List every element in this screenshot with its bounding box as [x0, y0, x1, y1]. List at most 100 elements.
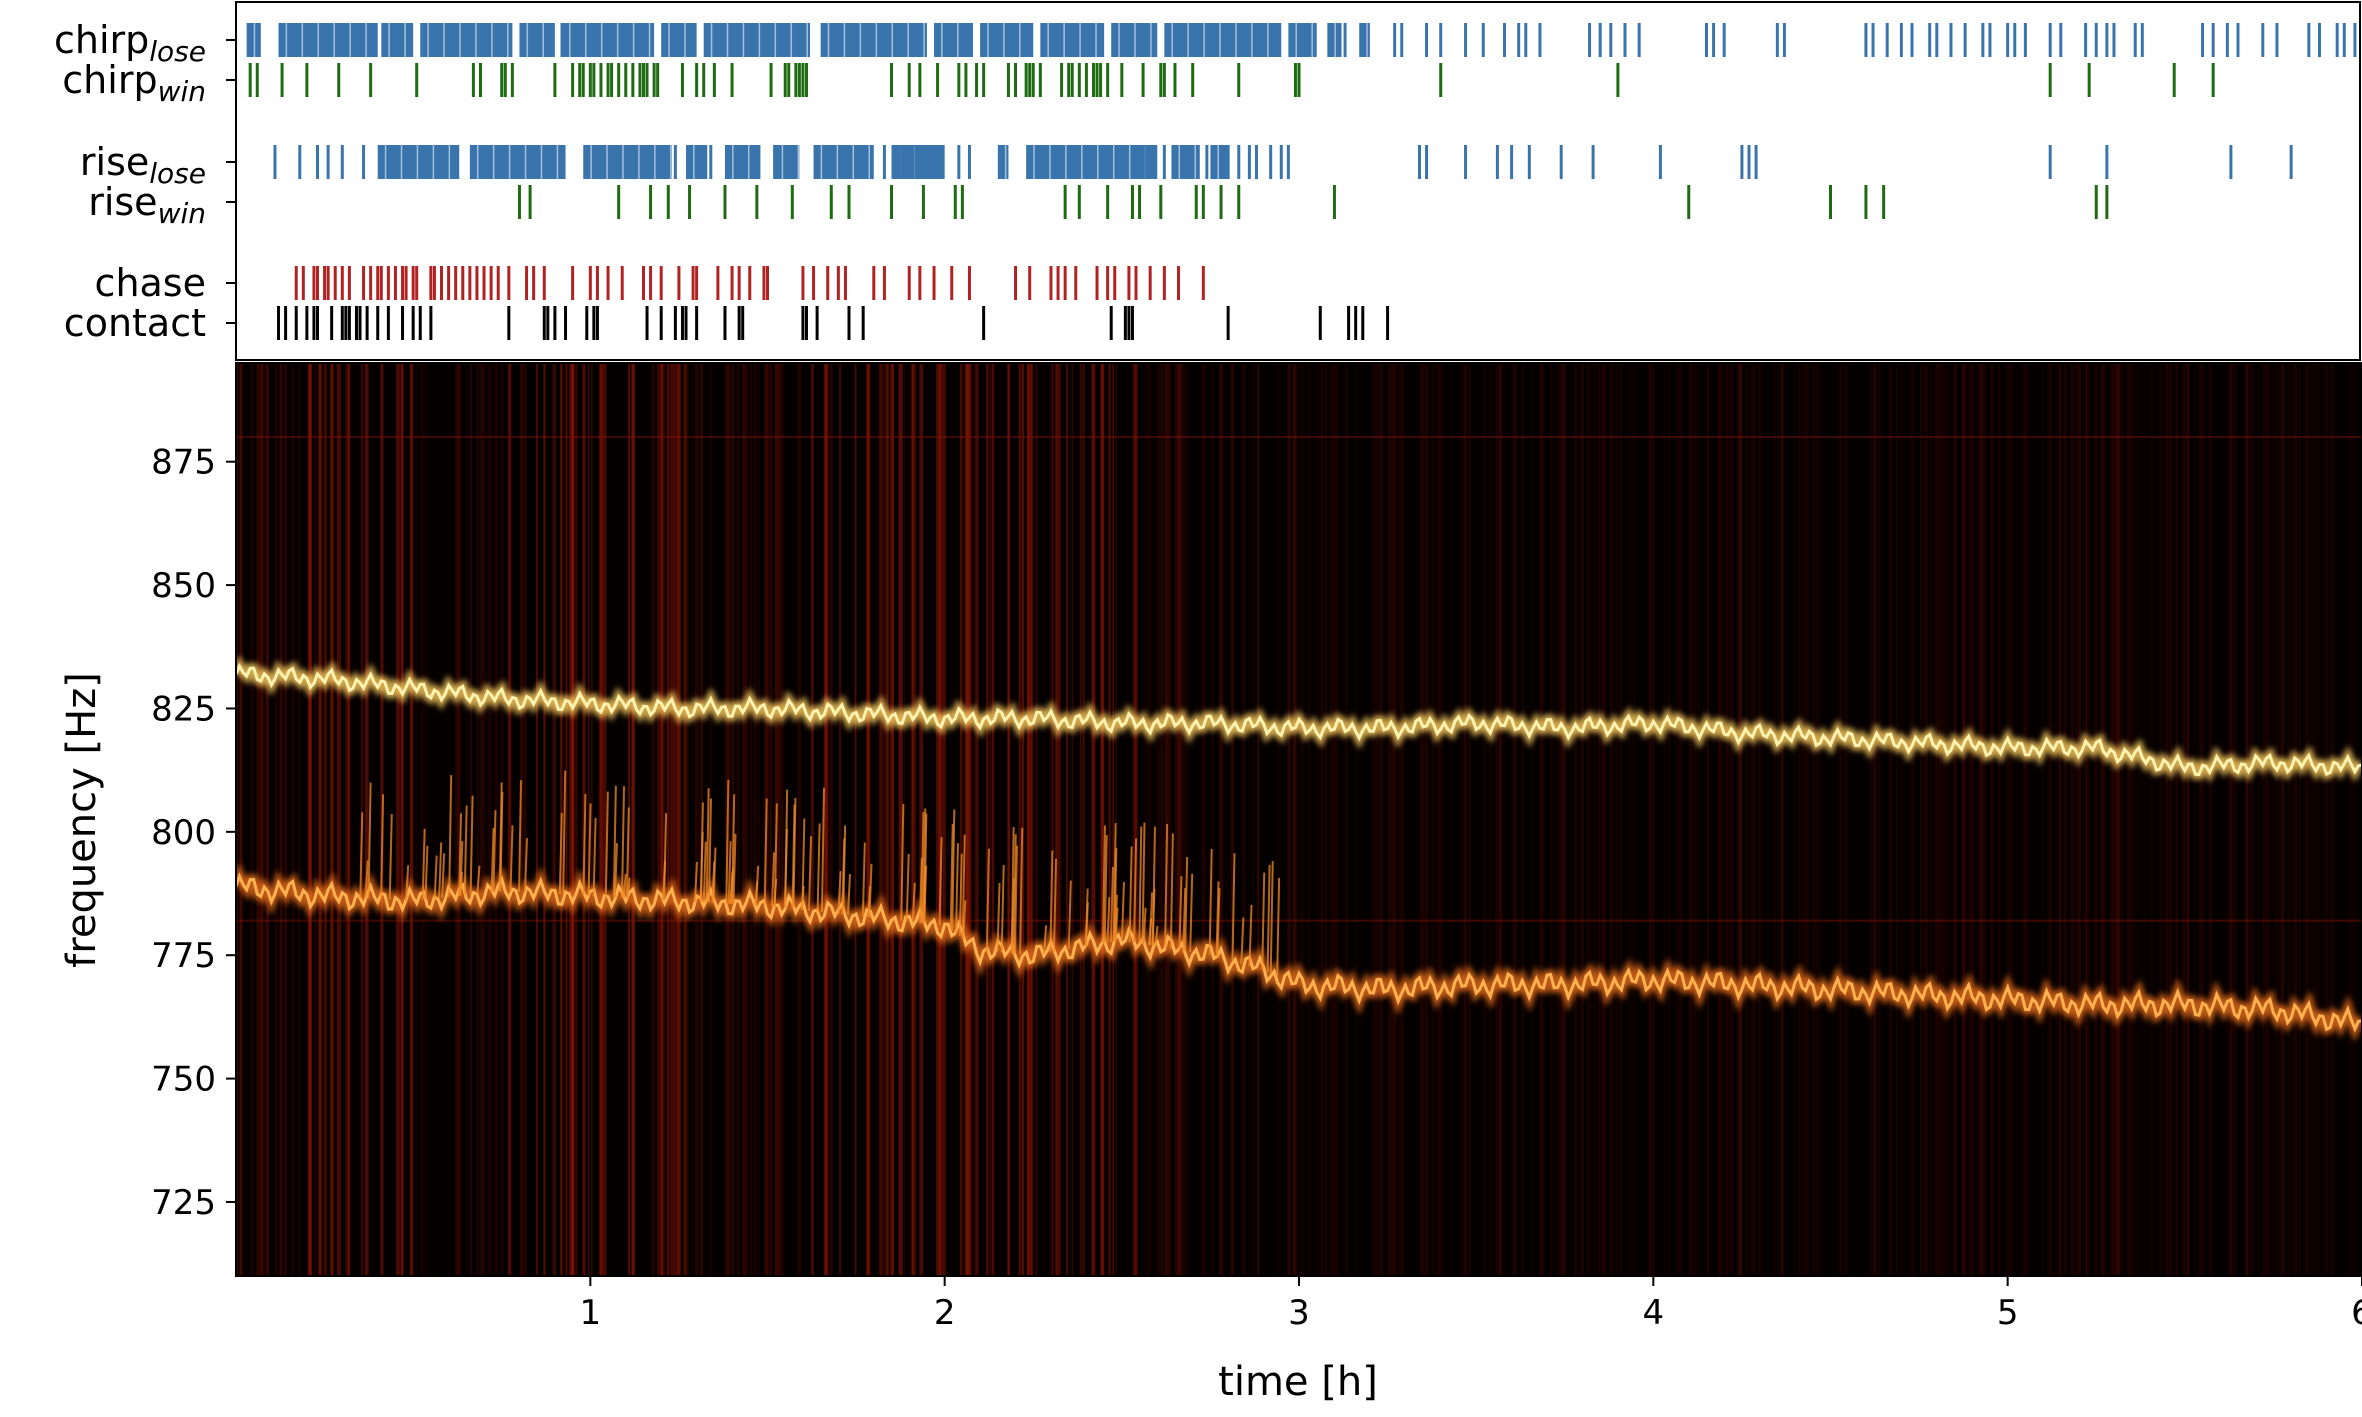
- trace-spike: [1103, 835, 1108, 944]
- noise-stripe: [904, 363, 906, 1276]
- noise-stripe: [676, 363, 680, 1276]
- y-tick-label: 850: [151, 566, 216, 606]
- noise-stripe: [2114, 363, 2117, 1276]
- trace-spike: [773, 878, 778, 907]
- noise-stripe: [1873, 363, 1877, 1276]
- noise-stripe: [476, 363, 479, 1276]
- noise-stripe: [1650, 363, 1654, 1276]
- noise-stripe: [2200, 363, 2204, 1276]
- noise-stripe: [314, 363, 316, 1276]
- noise-stripe: [1971, 363, 1973, 1276]
- noise-stripe: [667, 363, 669, 1276]
- noise-stripe: [1802, 363, 1805, 1276]
- noise-stripe: [1460, 363, 1463, 1276]
- noise-stripe: [336, 363, 341, 1276]
- noise-stripe: [2186, 363, 2190, 1276]
- noise-stripe: [1333, 363, 1337, 1276]
- noise-stripe: [484, 363, 486, 1276]
- noise-stripe: [855, 363, 857, 1276]
- event-block: [1026, 145, 1158, 179]
- event-block: [661, 23, 697, 57]
- noise-stripe: [345, 363, 348, 1276]
- noise-stripe: [1499, 363, 1504, 1276]
- noise-stripe: [2168, 363, 2171, 1276]
- noise-stripe: [265, 363, 270, 1276]
- noise-stripe: [1031, 363, 1033, 1276]
- x-tick-label: 1: [580, 1293, 602, 1333]
- noise-stripe: [1418, 363, 1423, 1276]
- noise-stripe: [824, 363, 829, 1276]
- noise-stripe: [1698, 363, 1700, 1276]
- x-tick-label: 3: [1288, 1293, 1310, 1333]
- trace-spike: [808, 836, 813, 911]
- noise-stripe: [543, 363, 546, 1276]
- noise-stripe: [1506, 363, 1508, 1276]
- noise-stripe: [1938, 363, 1942, 1276]
- noise-stripe: [1134, 363, 1138, 1276]
- noise-stripe: [1425, 363, 1429, 1276]
- noise-stripe: [1677, 363, 1682, 1276]
- trace-spike: [1148, 918, 1153, 946]
- noise-stripe: [1219, 363, 1224, 1276]
- raster-row-chirp-lose: [246, 23, 2357, 57]
- noise-stripe: [1488, 363, 1493, 1276]
- noise-stripe: [1983, 363, 1987, 1276]
- noise-stripe: [1814, 363, 1818, 1276]
- trace-spike: [711, 861, 716, 903]
- noise-stripe: [1180, 363, 1183, 1276]
- noise-stripe: [324, 363, 327, 1276]
- noise-stripe: [651, 363, 655, 1276]
- trace-spike: [985, 848, 990, 951]
- trace-spike: [1106, 897, 1111, 943]
- event-gap: [638, 145, 640, 179]
- noise-stripe: [2353, 363, 2355, 1276]
- noise-stripe: [1400, 363, 1405, 1276]
- noise-stripe: [1468, 363, 1471, 1276]
- noise-stripe: [2126, 363, 2129, 1276]
- noise-stripe: [2304, 363, 2309, 1276]
- noise-stripe: [603, 363, 607, 1276]
- noise-stripe: [1668, 363, 1671, 1276]
- noise-stripe: [1512, 363, 1516, 1276]
- noise-stripe: [249, 363, 253, 1276]
- noise-stripe: [1185, 363, 1189, 1276]
- noise-stripe: [1431, 363, 1434, 1276]
- noise-stripe: [1845, 363, 1849, 1276]
- noise-stripe: [890, 363, 894, 1276]
- noise-stripe: [1781, 363, 1784, 1276]
- noise-stripe: [1707, 363, 1709, 1276]
- noise-stripe: [1031, 363, 1033, 1276]
- noise-stripe: [1376, 363, 1381, 1276]
- noise-stripe: [1632, 363, 1635, 1276]
- trace-spike: [1053, 858, 1058, 952]
- noise-stripe: [1293, 363, 1297, 1276]
- trace-spike: [949, 824, 954, 930]
- noise-stripe: [1226, 363, 1228, 1276]
- noise-stripe: [1160, 363, 1163, 1276]
- noise-stripe: [1942, 363, 1944, 1276]
- noise-stripe: [1420, 363, 1423, 1276]
- noise-stripe: [2077, 363, 2081, 1276]
- noise-stripe: [854, 363, 856, 1276]
- noise-stripe: [1727, 363, 1729, 1276]
- event-gap: [459, 23, 461, 57]
- event-gap: [448, 145, 451, 179]
- noise-stripe: [1773, 363, 1776, 1276]
- noise-stripe: [823, 363, 828, 1276]
- noise-stripe: [2266, 363, 2270, 1276]
- event-gap: [443, 23, 445, 57]
- event-gap: [1081, 145, 1083, 179]
- trace-spike: [923, 865, 928, 924]
- event-gap: [654, 145, 656, 179]
- noise-stripe: [683, 363, 687, 1276]
- event-block: [583, 145, 672, 179]
- noise-stripe: [1737, 363, 1742, 1276]
- noise-stripe: [422, 363, 426, 1276]
- event-gap: [726, 23, 729, 57]
- event-gap: [693, 145, 695, 179]
- noise-stripe: [1026, 363, 1030, 1276]
- noise-stripe: [1990, 363, 1994, 1276]
- event-gap: [1267, 23, 1269, 57]
- event-gap: [1134, 23, 1136, 57]
- noise-stripe: [2293, 363, 2298, 1276]
